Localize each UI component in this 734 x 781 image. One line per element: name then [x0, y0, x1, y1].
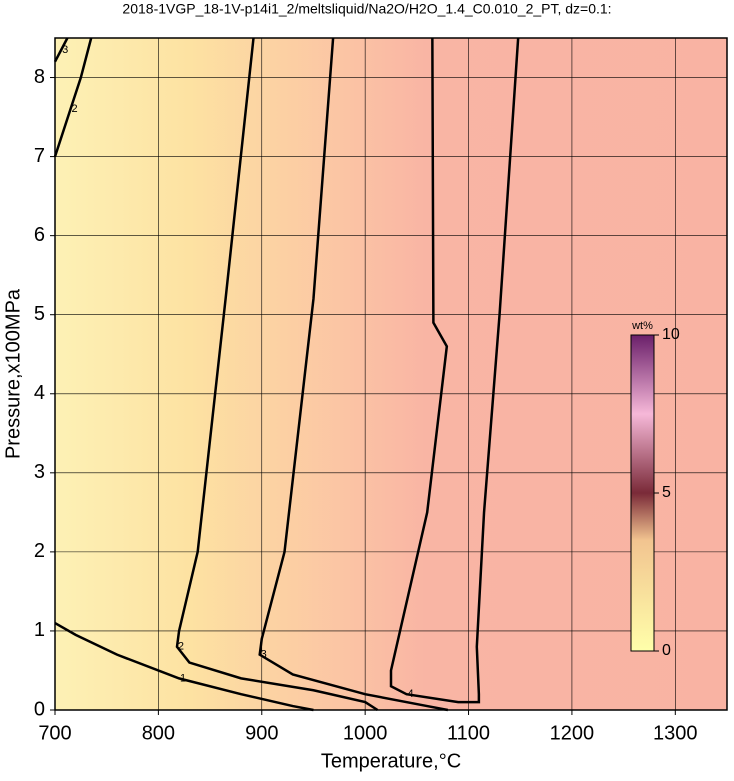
y-tick-label: 5	[34, 303, 45, 325]
y-tick-label: 0	[34, 698, 45, 720]
colorbar-tick-label: 5	[662, 484, 671, 501]
contour-line	[54, 621, 314, 712]
colorbar-label: wt%	[631, 320, 653, 332]
x-tick-label: 1100	[447, 722, 490, 744]
contour-label: 3	[261, 649, 267, 661]
contour-label: 3	[62, 44, 68, 56]
y-tick-label: 1	[34, 619, 45, 641]
y-tick-label: 6	[34, 224, 45, 246]
contour-label: 2	[71, 103, 77, 115]
contour-label: 1	[180, 672, 186, 684]
y-tick-label: 2	[34, 540, 45, 562]
contour-label: 4	[407, 688, 413, 700]
y-axis-label: Pressure,x100MPa	[2, 288, 24, 459]
y-tick-label: 8	[34, 66, 45, 88]
y-tick-label: 4	[34, 382, 45, 404]
contour-line	[53, 37, 93, 157]
contour-line	[389, 37, 520, 704]
y-tick-label: 7	[34, 145, 45, 167]
x-tick-label: 700	[38, 722, 71, 744]
contour-line	[53, 37, 69, 63]
colorbar-tick-label: 10	[662, 326, 680, 343]
x-tick-label: 800	[142, 722, 175, 744]
x-axis-label: Temperature,°C	[321, 750, 461, 772]
x-tick-label: 1000	[343, 722, 388, 744]
colorbar	[630, 334, 655, 652]
plot-frame	[54, 37, 728, 711]
y-tick-label: 3	[34, 461, 45, 483]
x-tick-label: 900	[245, 722, 278, 744]
contour-label: 2	[178, 641, 184, 653]
contour-line	[175, 37, 379, 712]
contour-line	[258, 37, 449, 712]
colorbar-tick-label: 0	[662, 642, 671, 659]
x-tick-label: 1300	[653, 722, 698, 744]
field	[55, 38, 727, 710]
chart-title: 2018-1VGP_18-1V-p14i1_2/meltsliquid/Na2O…	[122, 1, 611, 17]
x-tick-label: 1200	[550, 722, 595, 744]
